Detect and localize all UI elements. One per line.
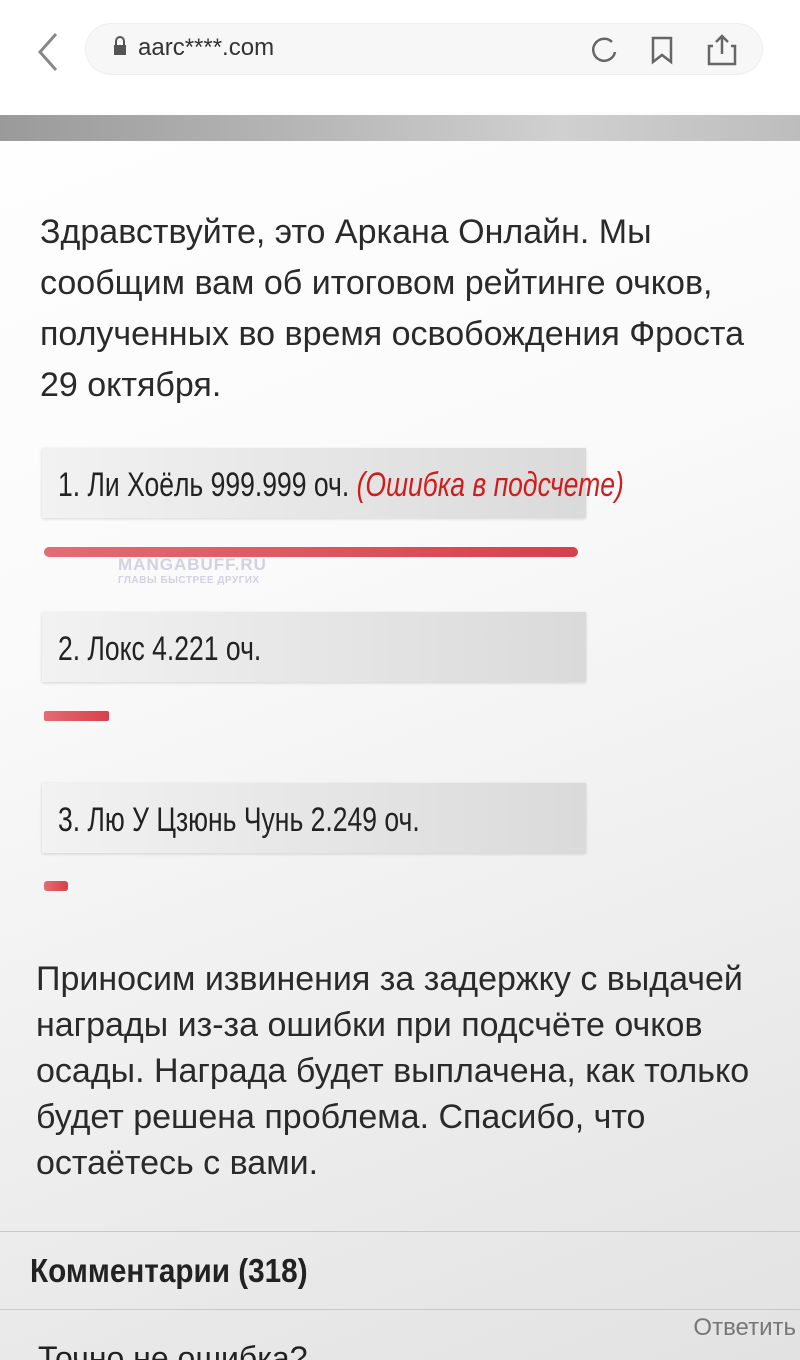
address-bar[interactable] <box>86 24 762 74</box>
back-button[interactable] <box>37 33 58 71</box>
reload-button[interactable] <box>591 37 617 62</box>
rank-note: (Ошибка в подсчете) <box>356 466 624 504</box>
reply-button[interactable]: Ответить <box>693 1314 796 1341</box>
comment-text: Точно не ошибка? <box>38 1340 308 1360</box>
rank-entry: 1. Ли Хоёль 999.999 оч. (Ошибка в подсче… <box>42 448 624 518</box>
rank-bar <box>44 547 578 557</box>
watermark: MANGABUFF.RU ГЛАВЫ БЫСТРЕЕ ДРУГИХ <box>118 555 267 586</box>
rank-text: 3. Лю У Цзюнь Чунь 2.249 оч. <box>58 801 420 839</box>
divider <box>0 1309 800 1310</box>
browser-bar: aarc****.com <box>0 0 800 112</box>
rank-bar <box>44 711 109 721</box>
rank-text: 2. Локс 4.221 оч. <box>58 630 262 668</box>
lock-icon <box>114 36 126 55</box>
comments-header: Комментарии (318) <box>30 1252 308 1289</box>
browser-icons <box>37 33 58 71</box>
rank-bar <box>44 881 68 891</box>
apology-text: Приносим извинения за задержку с выдачей… <box>36 960 750 1182</box>
share-button[interactable] <box>707 34 737 66</box>
watermark-title: MANGABUFF.RU <box>118 555 267 574</box>
url-text[interactable]: aarc****.com <box>138 34 275 61</box>
rank-text: 1. Ли Хоёль 999.999 оч. <box>58 466 350 504</box>
rank-entry: 3. Лю У Цзюнь Чунь 2.249 оч. <box>42 783 586 853</box>
intro-text: Здравствуйте, это Аркана Онлайн. Мы сооб… <box>40 213 745 404</box>
rank-text-wrap: 1. Ли Хоёль 999.999 оч. (Ошибка в подсче… <box>58 466 624 505</box>
watermark-subtitle: ГЛАВЫ БЫСТРЕЕ ДРУГИХ <box>118 575 260 586</box>
bookmark-button[interactable] <box>651 36 673 65</box>
divider <box>0 1231 800 1232</box>
header-stripe <box>0 115 800 141</box>
address-icons <box>114 34 737 66</box>
rank-entry: 2. Локс 4.221 оч. <box>42 612 586 682</box>
